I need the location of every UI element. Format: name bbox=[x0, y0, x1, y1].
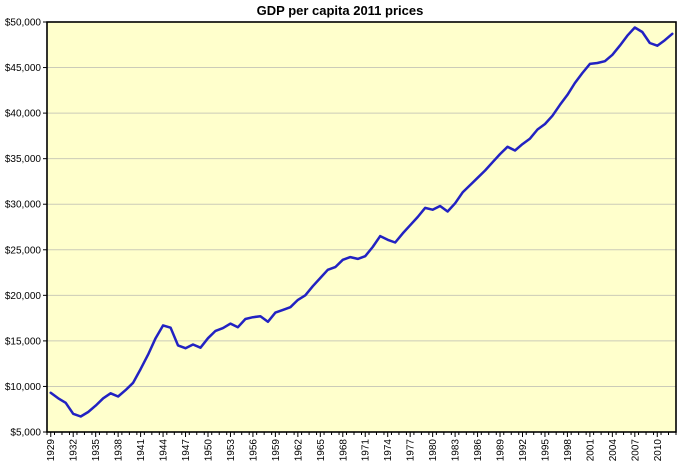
x-tick-label: 1986 bbox=[473, 439, 484, 462]
x-tick-label: 1971 bbox=[361, 439, 372, 462]
x-tick-label: 1983 bbox=[451, 439, 462, 462]
x-tick-label: 1944 bbox=[159, 439, 170, 462]
x-tick-label: 1938 bbox=[114, 439, 125, 462]
y-tick-label: $20,000 bbox=[5, 291, 42, 302]
y-tick-label: $40,000 bbox=[5, 109, 42, 120]
y-tick-label: $25,000 bbox=[5, 245, 42, 256]
x-tick-label: 1980 bbox=[428, 439, 439, 462]
plot-background bbox=[47, 22, 676, 432]
x-tick-label: 1950 bbox=[203, 439, 214, 462]
x-tick-label: 2004 bbox=[608, 439, 619, 462]
x-tick-label: 1953 bbox=[226, 439, 237, 462]
x-tick-label: 2007 bbox=[630, 439, 641, 462]
x-tick-label: 1989 bbox=[496, 439, 507, 462]
x-tick-label: 2001 bbox=[585, 439, 596, 462]
y-tick-label: $30,000 bbox=[5, 200, 42, 211]
y-tick-label: $50,000 bbox=[5, 18, 42, 29]
x-tick-label: 1998 bbox=[563, 439, 574, 462]
x-tick-label: 1974 bbox=[383, 439, 394, 462]
x-tick-label: 1965 bbox=[316, 439, 327, 462]
x-tick-label: 1992 bbox=[518, 439, 529, 462]
x-tick-label: 1959 bbox=[271, 439, 282, 462]
chart-title: GDP per capita 2011 prices bbox=[256, 3, 424, 18]
y-tick-label: $15,000 bbox=[5, 336, 42, 347]
y-tick-label: $45,000 bbox=[5, 63, 42, 74]
x-tick-label: 1935 bbox=[91, 439, 102, 462]
x-tick-label: 1941 bbox=[136, 439, 147, 462]
x-tick-label: 1995 bbox=[540, 439, 551, 462]
y-tick-label: $10,000 bbox=[5, 382, 42, 393]
x-tick-label: 1932 bbox=[69, 439, 80, 462]
x-tick-label: 2010 bbox=[653, 439, 664, 462]
y-tick-label: $35,000 bbox=[5, 154, 42, 165]
x-tick-label: 1929 bbox=[46, 439, 57, 462]
y-tick-label: $5,000 bbox=[10, 428, 41, 439]
gdp-line-series bbox=[49, 26, 674, 418]
x-tick-label: 1962 bbox=[293, 439, 304, 462]
x-tick-label: 1956 bbox=[248, 439, 259, 462]
x-tick-label: 1968 bbox=[338, 439, 349, 462]
x-tick-label: 1947 bbox=[181, 439, 192, 462]
x-tick-label: 1977 bbox=[406, 439, 417, 462]
